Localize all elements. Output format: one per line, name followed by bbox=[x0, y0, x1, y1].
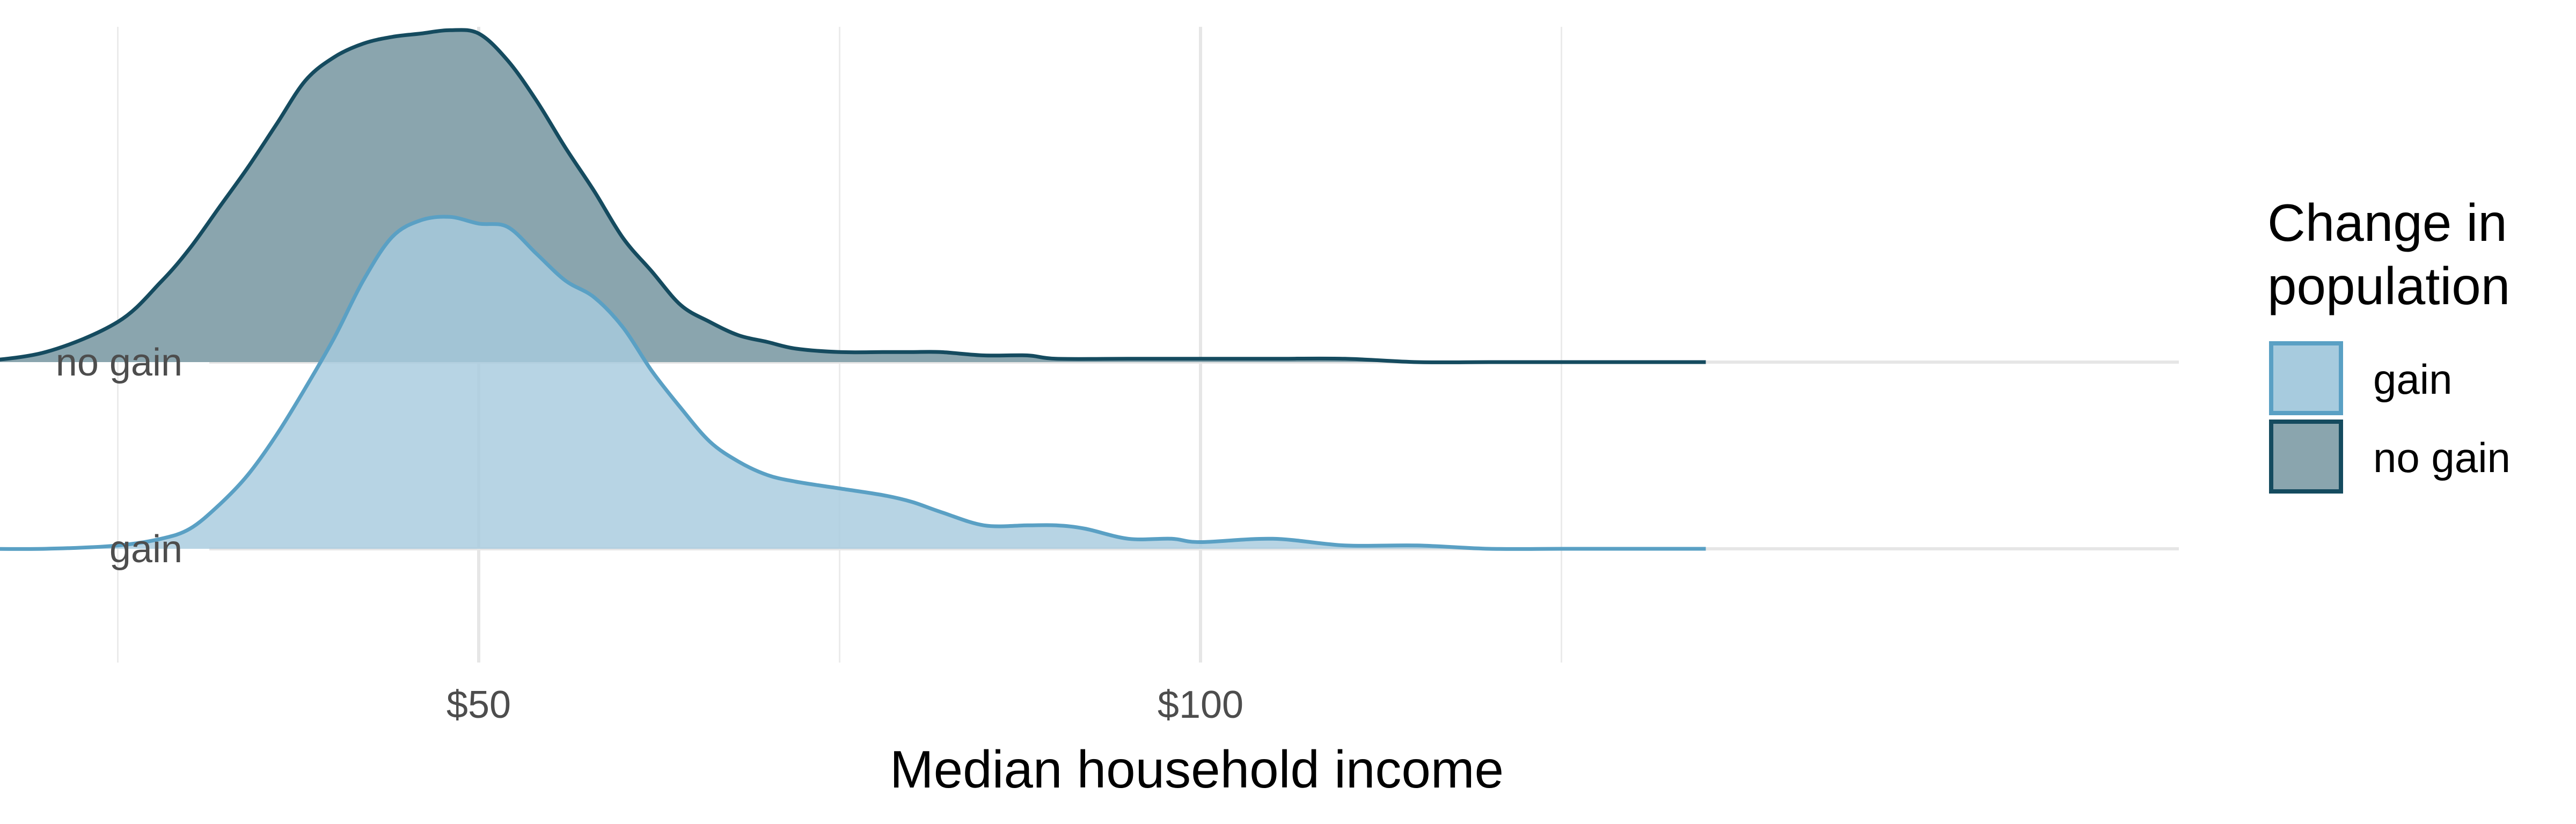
ridge-line-no-gain bbox=[0, 28, 1706, 364]
ridge-area-no-gain bbox=[0, 30, 1706, 363]
legend-label-gain: gain bbox=[2373, 356, 2452, 403]
y-tick-label-no-gain: no gain bbox=[56, 341, 182, 384]
legend: Change in population gain no gain bbox=[2267, 193, 2511, 494]
legend-label-no-gain: no gain bbox=[2373, 434, 2511, 481]
legend-title-line-1: Change in bbox=[2267, 193, 2507, 252]
ridge-line-gain bbox=[0, 215, 1706, 551]
legend-key-gain bbox=[2269, 341, 2343, 415]
density-ridges bbox=[0, 28, 1706, 551]
x-axis-title: Median household income bbox=[890, 740, 1504, 799]
legend-key-no-gain bbox=[2269, 420, 2343, 494]
x-tick-label-100: $100 bbox=[1158, 683, 1243, 726]
y-tick-label-gain: gain bbox=[109, 528, 182, 571]
axes: $50 $100 gain no gain bbox=[56, 341, 1243, 726]
legend-title-line-2: population bbox=[2267, 256, 2510, 315]
ridge-area-gain bbox=[0, 216, 1706, 549]
x-tick-label-50: $50 bbox=[447, 683, 511, 726]
